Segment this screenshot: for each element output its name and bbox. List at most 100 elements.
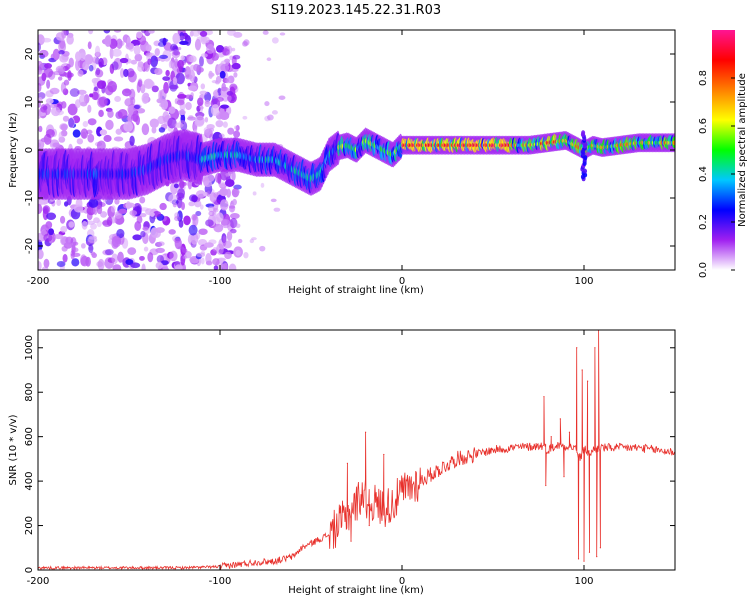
- spectrogram-noise-cell: [175, 72, 185, 85]
- spectrogram-noise-cell: [81, 220, 88, 230]
- spectrogram-noise-cell: [177, 246, 185, 250]
- spectrogram-noise-cell: [204, 116, 209, 123]
- spectrogram-noise-cell: [185, 101, 192, 111]
- spectrogram-noise-cell: [57, 76, 63, 81]
- snr-line-layer: [38, 330, 675, 570]
- spectrogram-noise-cell: [219, 187, 229, 197]
- spectrogram-noise-cell: [154, 48, 160, 56]
- spectrogram-noise-cell: [147, 252, 154, 263]
- spectrogram-noise-cell: [141, 92, 149, 105]
- spectrogram-noise-cell: [109, 47, 114, 59]
- snr-spike-point: [596, 556, 598, 558]
- spectrogram-noise-cell: [174, 215, 181, 222]
- spectrogram-noise-cell: [60, 101, 67, 109]
- spectrogram-noise-cell: [98, 57, 104, 68]
- spectrogram-noise-cell: [119, 57, 129, 64]
- spectrogram-noise-cell: [183, 215, 191, 226]
- spectrogram-noise-cell: [145, 44, 152, 52]
- spectrogram-noise-cell: [103, 134, 112, 143]
- spectrogram-noise-cell: [145, 52, 153, 58]
- spectrogram-noise-cell: [105, 248, 114, 256]
- spectrogram-noise-cell: [133, 104, 141, 110]
- snr-y-label: SNR (10 * v/v): [8, 414, 19, 485]
- spectrogram-noise-cell: [157, 41, 166, 47]
- spectrogram-noise-cell: [229, 83, 238, 91]
- spectrogram-noise-cell: [228, 263, 237, 270]
- snr-x-tick-label: -100: [209, 576, 232, 587]
- spectrogram-noise-cell: [222, 262, 228, 270]
- spectrogram-noise-cell: [210, 104, 220, 117]
- snr-x-tick-label: 0: [399, 576, 405, 587]
- spectrogram-noise-cell: [172, 32, 181, 45]
- spectrogram-noise-cell: [266, 57, 272, 62]
- spectrogram-noise-cell: [139, 213, 147, 218]
- spectrogram-noise-cell: [177, 59, 184, 69]
- spectrogram-noise-cell: [235, 223, 241, 229]
- spectrogram-noise-cell: [96, 261, 104, 268]
- spectrogram-noise-cell: [252, 191, 257, 196]
- spectrogram-noise-cell: [205, 260, 213, 266]
- colorbar-tick-label: 0.6: [698, 118, 709, 134]
- spectrogram-noise-cell: [206, 190, 211, 197]
- spectrogram-noise-cell: [259, 245, 266, 252]
- spectrogram-noise-cell: [80, 128, 89, 139]
- spectrogram-noise-cell: [141, 30, 147, 34]
- spectrogram-noise-cell: [171, 49, 181, 59]
- spectrogram-noise-cell: [189, 69, 196, 82]
- spectrogram-noise-cell: [273, 207, 281, 212]
- spectrogram-noise-cell: [43, 258, 50, 269]
- spectrogram-noise-cell: [184, 35, 191, 41]
- spectrogram-noise-cell: [195, 232, 201, 240]
- spectrogram-noise-cell: [38, 42, 41, 52]
- spectrogram-noise-cell: [119, 68, 125, 78]
- colorbar-ticks: 0.0 0.2 0.4 0.6 0.8: [698, 70, 735, 278]
- spectrogram-noise-cell: [200, 251, 206, 255]
- spectrogram-noise-cell: [130, 262, 141, 269]
- spectrogram-noise-cell: [279, 32, 286, 36]
- snr-spike-point: [346, 462, 348, 464]
- spectrogram-noise-cell: [194, 200, 202, 208]
- spectrogram-noise-cell: [270, 198, 277, 203]
- spectrogram-noise-cell: [219, 70, 226, 79]
- spectrogram-noise-cell: [110, 205, 116, 213]
- spectrogram-noise-cell: [260, 182, 265, 188]
- spectrogram-noise-cell: [155, 261, 163, 270]
- spectrogram-noise-cell: [231, 171, 236, 182]
- spectrogram-noise-cell: [114, 198, 120, 205]
- spectrogram-noise-cell: [163, 81, 169, 94]
- spectrogram-noise-cell: [38, 99, 41, 108]
- spectrogram-noise-cell: [133, 44, 141, 56]
- spectrogram-y-label: Frequency (Hz): [8, 112, 19, 188]
- spectrogram-noise-cell: [159, 54, 168, 60]
- spectrogram-noise-cell: [116, 38, 123, 49]
- colorbar-gradient: [712, 30, 735, 270]
- spectrogram-noise-cell: [111, 235, 122, 248]
- snr-spike-point: [386, 513, 389, 516]
- spectrogram-noise-cell: [215, 44, 225, 53]
- spectrogram-noise-cell: [177, 93, 187, 99]
- spectrogram-noise-cell: [87, 118, 97, 126]
- spectrogram-noise-cell: [162, 111, 170, 123]
- spectrogram-noise-cell: [222, 235, 227, 247]
- spectrogram-noise-cell: [173, 183, 179, 189]
- spectrogram-noise-cell: [219, 258, 224, 264]
- spectrogram-noise-cell: [220, 219, 231, 229]
- spectrogram-noise-cell: [132, 234, 142, 241]
- spectrogram-noise-cell: [117, 108, 128, 119]
- spectrogram-noise-cell: [218, 133, 225, 138]
- spectrogram-noise-cell: [79, 52, 86, 62]
- spectrogram-noise-cell: [271, 110, 278, 115]
- spectrogram-x-tick-label: -100: [209, 276, 232, 287]
- snr-spike-point: [365, 431, 367, 433]
- spectrogram-noise-cell: [174, 264, 183, 270]
- spectrogram-noise-cell: [114, 95, 122, 102]
- spectrogram-noise-cell: [42, 266, 49, 270]
- spectrogram-noise-cell: [232, 54, 241, 60]
- spectrogram-noise-cell: [67, 103, 78, 116]
- snr-y-tick-label: 1000: [24, 335, 35, 360]
- spectrogram-noise-cell: [63, 79, 70, 86]
- spectrogram-ridge-core: [672, 140, 675, 146]
- figure-title: S119.2023.145.22.31.R03: [271, 3, 441, 18]
- spectrogram-noise-cell: [199, 56, 204, 67]
- spectrogram-noise-cell: [194, 118, 205, 127]
